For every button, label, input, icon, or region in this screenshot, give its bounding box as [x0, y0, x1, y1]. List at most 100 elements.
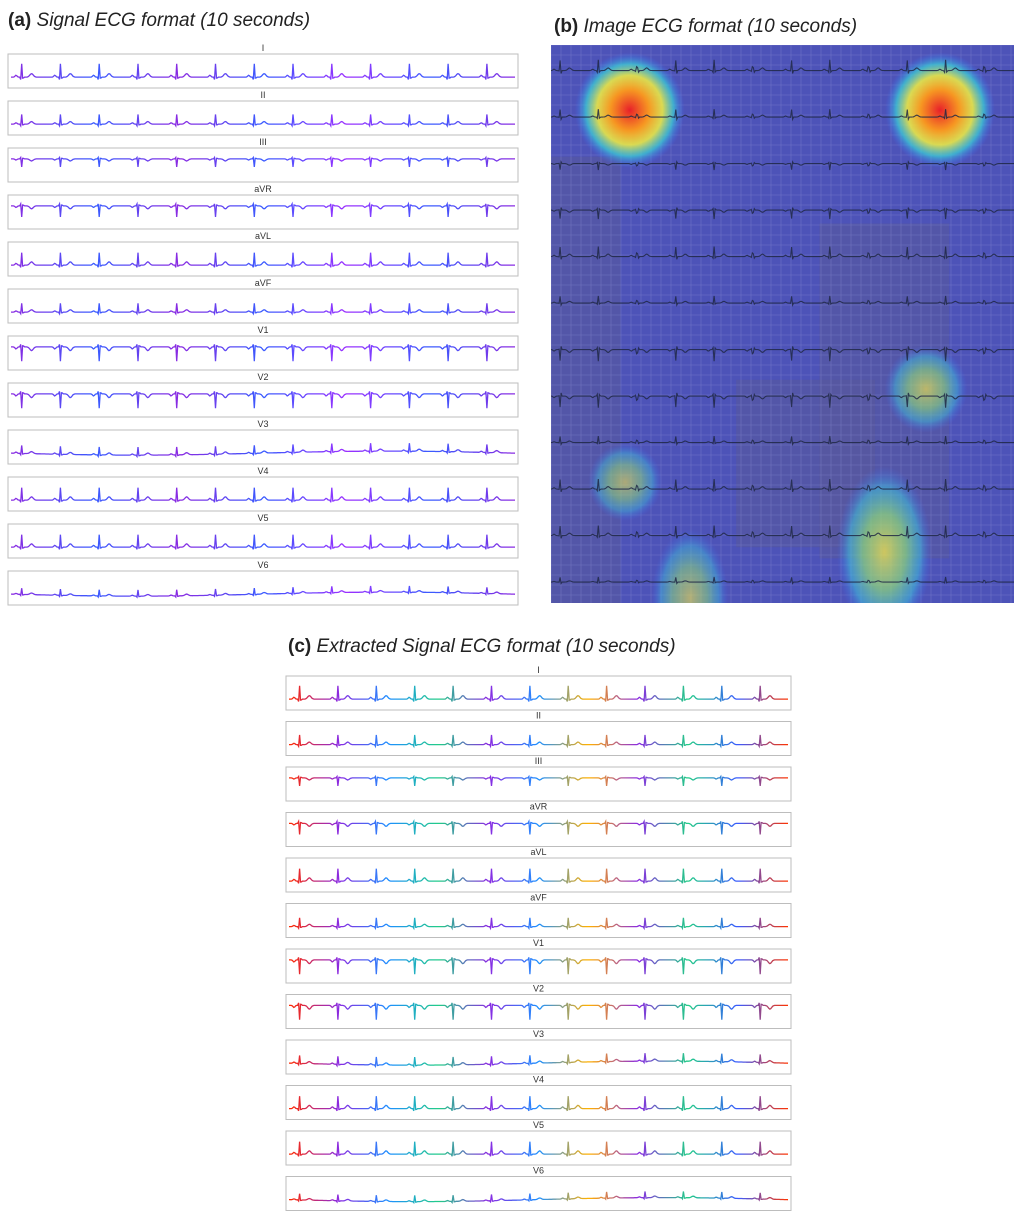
ecg-trace-V4	[289, 1096, 788, 1112]
lead-label-V2: V2	[257, 372, 268, 382]
ecg-trace-aVL	[289, 868, 788, 884]
lead-V5: V5	[7, 513, 519, 559]
lead-box	[7, 288, 519, 324]
lead-box	[7, 147, 519, 183]
ecg-trace-V6	[11, 585, 516, 599]
caption-a-duration: (10 seconds)	[200, 10, 311, 31]
caption-c: (c) Extracted Signal ECG format (10 seco…	[288, 636, 676, 658]
lead-II: II	[7, 90, 519, 136]
image-ecg-heatmap-panel	[551, 45, 1014, 603]
lead-label-I: I	[537, 665, 540, 675]
lead-box	[7, 194, 519, 230]
lead-label-aVF: aVF	[530, 893, 547, 903]
lead-V2: V2	[7, 372, 519, 418]
lead-label-III: III	[259, 137, 267, 147]
image-ecg-trace-V3	[551, 436, 1014, 447]
lead-box	[285, 1039, 792, 1075]
image-ecg-trace-II	[551, 109, 1014, 122]
ecg-trace-aVF	[11, 303, 515, 316]
image-ecg-trace-V2	[551, 392, 1014, 408]
ecg-trace-I	[11, 63, 515, 80]
ecg-trace-aVL	[11, 252, 515, 268]
lead-V5: V5	[285, 1120, 792, 1166]
lead-box	[7, 382, 519, 418]
lead-aVF: aVF	[285, 893, 792, 938]
image-ecg-trace-aVL	[551, 246, 1014, 260]
caption-c-letter: (c)	[288, 636, 312, 657]
lead-label-aVL: aVL	[530, 847, 546, 857]
lead-box	[285, 812, 792, 847]
lead-V1: V1	[285, 938, 792, 984]
lead-box	[7, 476, 519, 512]
lead-box	[285, 903, 792, 938]
lead-label-V4: V4	[257, 466, 268, 476]
lead-box	[285, 1085, 792, 1120]
lead-I: I	[7, 43, 519, 89]
lead-aVR: aVR	[7, 184, 519, 230]
caption-a: (a) Signal ECG format (10 seconds)	[8, 10, 310, 32]
lead-aVF: aVF	[7, 278, 519, 324]
ecg-trace-V5	[289, 1141, 788, 1157]
lead-box	[285, 721, 792, 756]
ecg-trace-V1	[11, 344, 515, 362]
lead-label-V5: V5	[257, 513, 268, 523]
lead-label-V4: V4	[533, 1075, 544, 1085]
lead-V6: V6	[7, 560, 519, 606]
ecg-trace-V2	[11, 391, 515, 409]
image-ecg-trace-III	[551, 160, 1014, 171]
lead-label-V5: V5	[533, 1120, 544, 1130]
lead-label-III: III	[535, 756, 543, 766]
heatmap-hotspot	[651, 529, 729, 603]
ecg-trace-I	[289, 685, 788, 702]
lead-III: III	[285, 756, 792, 802]
lead-label-V2: V2	[533, 984, 544, 994]
lead-label-V6: V6	[257, 560, 268, 570]
ecg-trace-III	[289, 774, 788, 786]
image-ecg-trace-I	[551, 59, 1014, 75]
lead-box	[7, 429, 519, 465]
lead-label-V6: V6	[533, 1166, 544, 1176]
lead-box	[285, 948, 792, 984]
lead-III: III	[7, 137, 519, 183]
ecg-trace-V6	[289, 1191, 789, 1205]
lead-label-aVF: aVF	[255, 278, 272, 288]
lead-label-II: II	[260, 90, 265, 100]
lead-V1: V1	[7, 325, 519, 371]
heatmap-hotspot	[884, 345, 968, 433]
lead-box	[7, 100, 519, 136]
lead-box	[285, 994, 792, 1029]
lead-II: II	[285, 711, 792, 756]
lead-box	[7, 570, 519, 606]
image-ecg-trace-V1	[551, 345, 1014, 362]
lead-V4: V4	[285, 1075, 792, 1120]
lead-V6: V6	[285, 1166, 792, 1211]
lead-aVL: aVL	[285, 847, 792, 893]
lead-label-aVL: aVL	[255, 231, 271, 241]
ecg-trace-II	[289, 734, 788, 749]
lead-label-V3: V3	[533, 1029, 544, 1039]
lead-label-I: I	[262, 43, 265, 53]
lead-box	[7, 241, 519, 277]
image-ecg-trace-aVR	[551, 207, 1014, 220]
caption-b-title: Image ECG format	[583, 16, 742, 37]
caption-a-title: Signal ECG format	[36, 10, 195, 31]
ecg-trace-V1	[289, 957, 788, 975]
ecg-trace-V2	[289, 1002, 788, 1020]
ecg-trace-V5	[11, 534, 515, 550]
lead-V3: V3	[7, 419, 519, 465]
image-ecg-trace-V6	[551, 576, 1014, 585]
ecg-trace-II	[11, 114, 515, 129]
image-ecg-trace-V4	[551, 478, 1014, 493]
lead-label-V3: V3	[257, 419, 268, 429]
ecg-trace-aVR	[11, 201, 515, 218]
caption-b: (b) Image ECG format (10 seconds)	[554, 16, 857, 38]
caption-a-letter: (a)	[8, 10, 32, 31]
heatmap-hotspot	[884, 52, 995, 168]
lead-box	[285, 1176, 792, 1211]
ecg-trace-III	[11, 155, 515, 167]
image-ecg-trace-aVF	[551, 295, 1014, 308]
image-ecg-trace-V5	[551, 525, 1014, 539]
lead-box	[7, 335, 519, 371]
